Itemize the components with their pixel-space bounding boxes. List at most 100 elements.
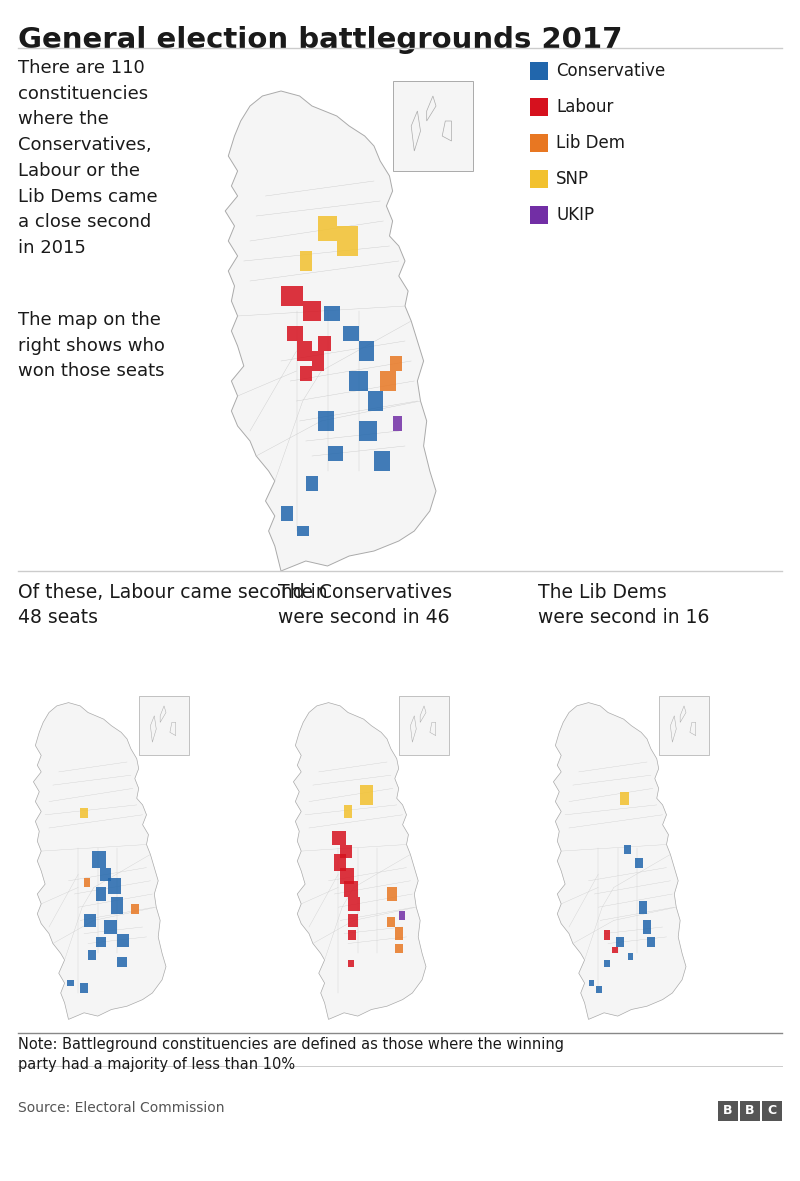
Bar: [84, 877, 90, 887]
Bar: [96, 937, 106, 947]
Bar: [88, 950, 96, 960]
Text: B: B: [723, 1104, 733, 1117]
Bar: [358, 420, 377, 441]
Bar: [111, 898, 123, 914]
Bar: [104, 920, 118, 934]
Bar: [398, 911, 405, 920]
Bar: [287, 326, 302, 341]
Bar: [80, 808, 88, 818]
Bar: [84, 914, 96, 927]
Bar: [643, 920, 651, 934]
Bar: [318, 216, 337, 241]
Bar: [318, 337, 330, 351]
Bar: [100, 868, 111, 881]
Bar: [334, 854, 346, 870]
Bar: [530, 98, 548, 116]
Bar: [340, 868, 354, 885]
Polygon shape: [658, 696, 710, 756]
Bar: [340, 844, 352, 857]
Polygon shape: [170, 723, 176, 736]
Bar: [348, 898, 360, 911]
Bar: [387, 918, 395, 927]
Polygon shape: [393, 81, 474, 171]
Polygon shape: [398, 696, 450, 756]
Bar: [96, 887, 106, 901]
Polygon shape: [554, 703, 686, 1019]
Bar: [344, 805, 352, 818]
Text: C: C: [767, 1104, 777, 1117]
Bar: [627, 953, 634, 960]
Bar: [348, 960, 354, 966]
Text: The Conservatives
were second in 46: The Conservatives were second in 46: [278, 583, 452, 627]
Polygon shape: [442, 120, 451, 141]
Polygon shape: [426, 96, 436, 120]
Bar: [395, 944, 402, 953]
Bar: [374, 451, 390, 471]
Polygon shape: [294, 703, 426, 1019]
Polygon shape: [160, 706, 166, 723]
Polygon shape: [138, 696, 190, 756]
Polygon shape: [690, 723, 696, 736]
Text: Lib Dem: Lib Dem: [556, 133, 625, 152]
Text: SNP: SNP: [556, 170, 589, 188]
Bar: [297, 526, 309, 536]
Bar: [297, 341, 312, 361]
Bar: [530, 170, 548, 188]
Polygon shape: [430, 723, 436, 736]
Bar: [604, 931, 610, 940]
Bar: [327, 446, 343, 461]
Text: The map on the
right shows who
won those seats: The map on the right shows who won those…: [18, 311, 165, 380]
Bar: [530, 133, 548, 152]
Bar: [92, 852, 106, 868]
Bar: [80, 983, 88, 993]
Bar: [281, 505, 294, 521]
Bar: [740, 1101, 760, 1121]
Bar: [344, 881, 358, 898]
Text: Of these, Labour came second in
48 seats: Of these, Labour came second in 48 seats: [18, 583, 328, 627]
Polygon shape: [420, 706, 426, 723]
Bar: [620, 791, 630, 805]
Bar: [762, 1101, 782, 1121]
Bar: [718, 1101, 738, 1121]
Bar: [393, 416, 402, 431]
Polygon shape: [680, 706, 686, 723]
Bar: [337, 226, 358, 256]
Bar: [635, 857, 643, 868]
Bar: [360, 785, 374, 805]
Bar: [596, 986, 602, 993]
Bar: [647, 937, 654, 947]
Bar: [333, 831, 346, 844]
Polygon shape: [226, 91, 436, 570]
Bar: [118, 957, 127, 966]
Polygon shape: [410, 716, 416, 742]
Bar: [312, 351, 325, 371]
Bar: [639, 901, 647, 914]
Bar: [318, 411, 334, 431]
Bar: [300, 366, 312, 381]
Text: There are 110
constituencies
where the
Conservatives,
Labour or the
Lib Dems cam: There are 110 constituencies where the C…: [18, 59, 158, 257]
Bar: [530, 205, 548, 224]
Bar: [350, 371, 368, 391]
Bar: [302, 301, 322, 321]
Bar: [380, 371, 396, 391]
Polygon shape: [411, 111, 421, 151]
Bar: [387, 887, 397, 901]
Polygon shape: [34, 703, 166, 1019]
Bar: [358, 341, 374, 361]
Bar: [348, 931, 356, 940]
Text: Note: Battleground constituencies are defined as those where the winning
party h: Note: Battleground constituencies are de…: [18, 1037, 564, 1072]
Bar: [616, 937, 623, 947]
Bar: [589, 980, 594, 986]
Bar: [348, 914, 358, 927]
Text: Labour: Labour: [556, 98, 614, 116]
Bar: [281, 286, 302, 306]
Bar: [530, 61, 548, 80]
Bar: [624, 844, 631, 854]
Bar: [368, 391, 383, 411]
Bar: [306, 476, 318, 491]
Polygon shape: [670, 716, 676, 742]
Bar: [300, 252, 312, 270]
Bar: [395, 927, 402, 940]
Text: B: B: [746, 1104, 754, 1117]
Text: UKIP: UKIP: [556, 205, 594, 224]
